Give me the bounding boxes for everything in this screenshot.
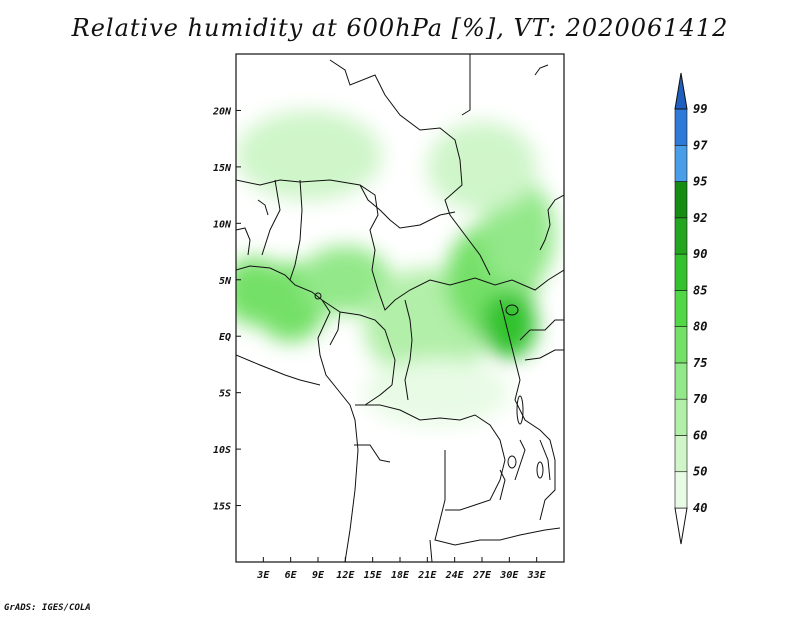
y-tick-label: 10S [213,445,231,456]
x-tick-label: 3E [256,570,270,581]
colorbar-segment [674,290,688,327]
colorbar-segment [674,435,688,473]
colorbar-over-triangle [674,72,688,110]
y-tick-label: 5N [219,276,232,287]
x-tick-label: 12E [336,570,355,581]
colorbar-label: 95 [693,175,707,189]
colorbar-segment [674,362,688,400]
x-tick-label: 27E [472,570,492,581]
grads-credit: GrADS: IGES/COLA [4,603,91,613]
longitude-ticks: 3E 6E 9E 12E 15E 18E 21E 24E 27E 30E 33E [256,557,547,581]
colorbar-segment [674,471,688,509]
colorbar-segment [674,326,688,364]
colorbar-segment [674,144,688,182]
colorbar-label: 97 [693,138,708,152]
colorbar-label: 92 [693,211,707,225]
x-tick-label: 6E [285,570,298,581]
humidity-region-sudan [427,121,537,213]
colorbar-label: 60 [693,428,707,442]
colorbar-label: 99 [693,102,707,116]
x-tick-label: 24E [445,570,465,581]
x-tick-label: 33E [527,570,547,581]
colorbar-label: 90 [693,247,707,261]
y-tick-label: 20N [212,106,232,117]
x-tick-label: 9E [312,570,325,581]
y-tick-label: 10N [213,219,232,230]
map-title: Relative humidity at 600hPa [%], VT: 202… [71,14,729,42]
colorbar-under-triangle [674,507,688,545]
country-borders [236,54,564,562]
colorbar-label: 40 [693,501,707,515]
lake-outlines [314,292,544,479]
x-tick-label: 21E [417,570,437,581]
x-tick-label: 18E [391,570,410,581]
colorbar-label: 50 [693,465,707,479]
colorbar-label: 85 [693,283,707,297]
y-tick-label: EQ [219,332,231,343]
colorbar-segment [674,181,688,219]
humidity-field [236,110,555,427]
y-tick-label: 15N [213,163,232,174]
colorbar: 40 50 60 70 75 80 85 90 92 95 97 99 [674,72,708,545]
colorbar-segment [674,108,688,146]
y-tick-label: 5S [219,389,231,400]
humidity-region-drc-south [363,358,510,427]
colorbar-segment [674,217,688,255]
colorbar-segment [674,398,688,436]
x-tick-label: 30E [499,570,519,581]
colorbar-segment [674,253,688,291]
y-tick-label: 15S [213,502,231,513]
latitude-ticks: 20N 15N 10N 5N EQ 5S 10S 15S [212,106,241,513]
x-tick-label: 15E [364,570,383,581]
colorbar-label: 75 [693,356,707,370]
humidity-region-sahel-north [236,110,382,201]
colorbar-label: 80 [693,320,707,334]
humidity-region-cameroon [299,245,391,314]
humidity-region-great-lakes [482,291,537,359]
colorbar-label: 70 [693,392,707,406]
